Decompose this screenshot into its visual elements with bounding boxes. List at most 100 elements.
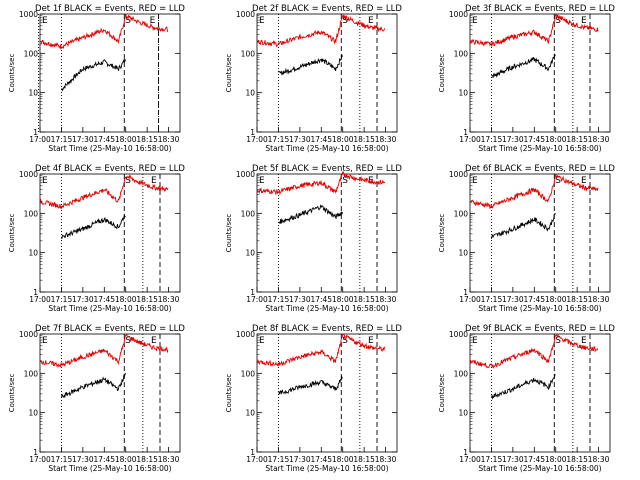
x-tick-label: 17:45 <box>93 455 115 464</box>
y-tick-label: 10 <box>245 89 255 98</box>
y-tick-label: 1 <box>33 128 38 137</box>
series-lld <box>256 333 386 367</box>
y-tick-label: 1000 <box>236 170 255 179</box>
x-tick-label: 18:00 <box>545 135 567 144</box>
x-tick-label: 17:30 <box>502 455 524 464</box>
start-marker-label: S <box>342 336 348 346</box>
x-axis-title: Start Time (25-May-10 16:58:00) <box>478 144 601 153</box>
start-marker-label: S <box>342 176 348 186</box>
x-tick-label: 17:45 <box>523 295 545 304</box>
panel-title: Det 3f BLACK = Events, RED = LLD <box>465 4 615 14</box>
panel-7: Det 7f BLACK = Events, RED = LLD 1 10 100 10… <box>8 324 185 473</box>
x-tick-label: 18:00 <box>332 295 354 304</box>
y-axis-title: Counts/sec <box>225 214 233 253</box>
edge-marker-label: E <box>472 176 478 186</box>
x-tick-label: 17:30 <box>289 295 311 304</box>
x-tick-label: 17:15 <box>481 135 503 144</box>
x-axis-title: Start Time (25-May-10 16:58:00) <box>265 304 388 313</box>
y-axis-title: Counts/sec <box>8 214 16 253</box>
x-tick-label: 18:00 <box>115 295 137 304</box>
x-tick-label: 18:30 <box>158 295 180 304</box>
series-events <box>491 373 556 400</box>
y-tick-label: 1000 <box>449 330 468 339</box>
x-tick-label: 18:30 <box>588 455 610 464</box>
x-tick-label: 18:15 <box>353 135 375 144</box>
start-marker-label: S <box>125 16 131 26</box>
series-lld <box>40 333 169 369</box>
panel-title: Det 8f BLACK = Events, RED = LLD <box>252 324 402 334</box>
x-tick-label: 17:45 <box>523 135 545 144</box>
y-tick-label: 10 <box>28 249 38 258</box>
edge-marker-label: E <box>472 16 478 26</box>
y-tick-label: 10 <box>458 249 468 258</box>
end-marker-label: E <box>151 176 157 186</box>
start-marker-label: S <box>555 336 561 346</box>
panel-3: Det 3f BLACK = Events, RED = LLD 1 10 100 10… <box>438 4 615 153</box>
x-tick-label: 17:45 <box>310 135 332 144</box>
y-tick-label: 1000 <box>449 170 468 179</box>
plot-frame <box>469 333 611 453</box>
y-tick-label: 1 <box>250 128 255 137</box>
start-marker-label: S <box>125 336 131 346</box>
y-tick-label: 100 <box>454 49 469 58</box>
edge-marker-label: E <box>259 16 265 26</box>
panel-5: Det 5f BLACK = Events, RED = LLD 1 10 100 10… <box>225 164 402 313</box>
series-lld <box>256 14 386 48</box>
x-tick-label: 17:30 <box>72 135 94 144</box>
x-tick-label: 17:00 <box>29 135 51 144</box>
x-axis-title: Start Time (25-May-10 16:58:00) <box>48 464 171 473</box>
y-tick-label: 1 <box>250 288 255 297</box>
panel-title: Det 9f BLACK = Events, RED = LLD <box>465 324 615 334</box>
series-lld <box>256 171 386 196</box>
y-tick-label: 1 <box>250 448 255 457</box>
end-marker-label: E <box>368 16 374 26</box>
y-axis-title: Counts/sec <box>225 54 233 93</box>
series-events <box>491 53 556 78</box>
plot-frame <box>256 333 398 453</box>
y-tick-label: 100 <box>24 369 39 378</box>
x-tick-label: 17:30 <box>72 455 94 464</box>
x-tick-label: 18:00 <box>545 295 567 304</box>
series-lld <box>469 173 599 210</box>
x-tick-label: 18:15 <box>353 455 375 464</box>
series-events <box>278 204 343 224</box>
y-axis-title: Counts/sec <box>438 374 446 413</box>
x-tick-label: 17:00 <box>459 135 481 144</box>
y-axis-title: Counts/sec <box>8 54 16 93</box>
y-tick-label: 100 <box>24 209 39 218</box>
y-tick-label: 10 <box>245 249 255 258</box>
edge-marker-label: E <box>472 336 478 346</box>
edge-marker-label: E <box>259 176 265 186</box>
x-tick-label: 18:30 <box>158 135 180 144</box>
end-marker-label: E <box>151 336 157 346</box>
x-tick-label: 17:15 <box>51 295 73 304</box>
y-tick-label: 10 <box>458 89 468 98</box>
panel-title: Det 7f BLACK = Events, RED = LLD <box>35 324 185 334</box>
x-tick-label: 18:00 <box>332 135 354 144</box>
x-tick-label: 17:15 <box>268 135 290 144</box>
x-tick-label: 17:45 <box>523 455 545 464</box>
series-lld <box>469 14 599 47</box>
y-tick-label: 1000 <box>19 330 38 339</box>
x-tick-label: 18:00 <box>332 455 354 464</box>
y-tick-label: 100 <box>454 209 469 218</box>
x-tick-label: 18:15 <box>136 295 158 304</box>
series-events <box>278 375 343 395</box>
y-tick-label: 1000 <box>236 330 255 339</box>
y-axis-title: Counts/sec <box>225 374 233 413</box>
y-tick-label: 100 <box>241 49 256 58</box>
start-marker-label: S <box>555 176 561 186</box>
x-tick-label: 18:00 <box>545 455 567 464</box>
x-tick-label: 18:15 <box>566 295 588 304</box>
x-tick-label: 17:15 <box>51 135 73 144</box>
end-marker-label: E <box>150 16 156 26</box>
series-lld <box>39 174 169 210</box>
panel-title: Det 5f BLACK = Events, RED = LLD <box>252 164 402 174</box>
end-marker-label: E <box>368 176 374 186</box>
x-tick-label: 17:30 <box>72 295 94 304</box>
x-tick-label: 18:30 <box>158 455 180 464</box>
plot-frame <box>469 13 611 133</box>
x-tick-label: 17:15 <box>481 295 503 304</box>
edge-marker-label: E <box>259 336 265 346</box>
x-tick-label: 18:30 <box>375 295 397 304</box>
